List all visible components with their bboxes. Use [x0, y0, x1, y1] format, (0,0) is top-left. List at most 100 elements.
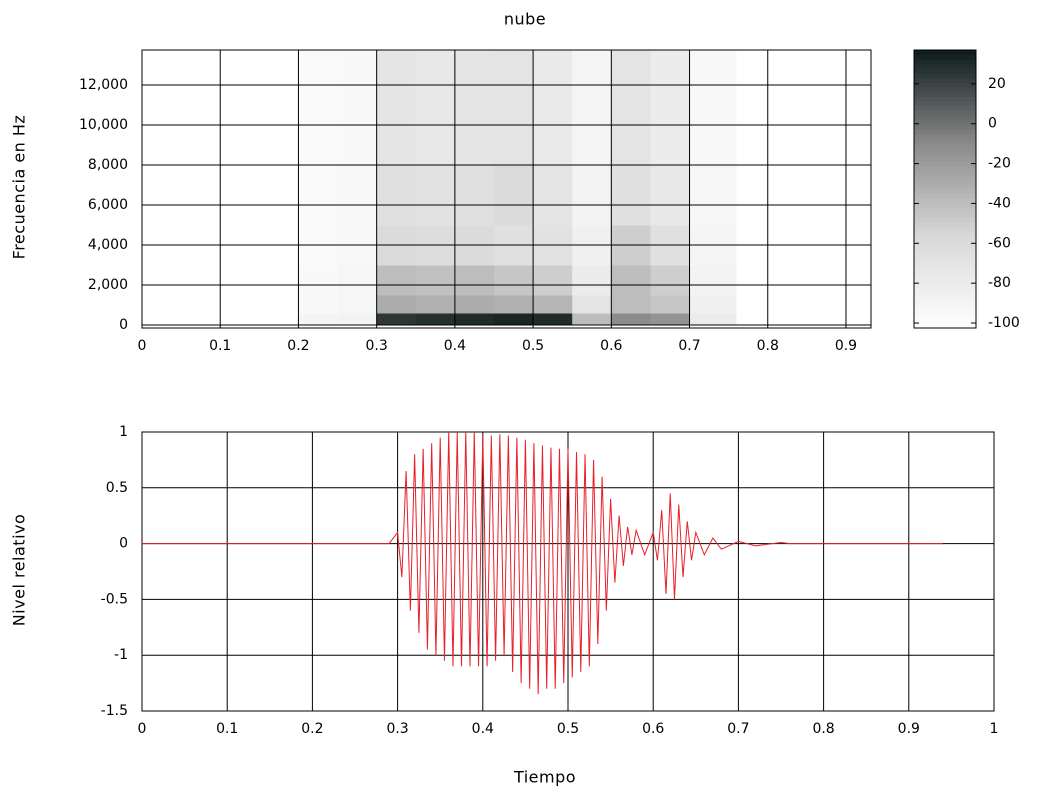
colorbar-step [914, 142, 976, 148]
x-tick-label: 0.2 [287, 338, 309, 354]
heatmap-cell [493, 50, 534, 166]
heatmap-cell [337, 295, 378, 314]
waveform-line [142, 431, 943, 695]
x-tick-label: 0.1 [216, 721, 238, 737]
heatmap-cell [650, 265, 691, 296]
colorbar-step [914, 68, 976, 74]
colorbar-step [914, 249, 976, 255]
heatmap-cell [454, 165, 495, 226]
y-tick-label: 0 [119, 536, 128, 552]
colorbar-step [914, 96, 976, 102]
x-tick-label: 0 [138, 338, 147, 354]
colorbar-step [914, 202, 976, 209]
heatmap-cell [572, 265, 612, 296]
heatmap-cell [298, 313, 339, 326]
heatmap-cell [493, 165, 534, 226]
heatmap-cell [454, 295, 495, 314]
heatmap-cell [142, 313, 221, 326]
y-tick-label: 0.5 [106, 480, 128, 496]
heatmap-cell [736, 265, 872, 296]
colorbar-tick-label: -20 [988, 156, 1011, 172]
heatmap-cell [689, 165, 737, 226]
y-axis-label: Nivel relativo [10, 514, 29, 627]
colorbar-step [914, 230, 976, 236]
heatmap-cell [376, 50, 417, 166]
colorbar-tick-label: -60 [988, 235, 1011, 251]
heatmap-cell [298, 265, 339, 296]
colorbar-step [914, 91, 976, 97]
colorbar-step [914, 114, 976, 120]
heatmap-cell [298, 295, 339, 314]
heatmap-cell [298, 165, 339, 226]
x-tick-label: 0.4 [472, 721, 494, 737]
plot-frame [141, 49, 872, 329]
colorbar-step [914, 165, 976, 171]
colorbar-step [914, 267, 976, 273]
heatmap-cell [611, 50, 651, 166]
colorbar-step [914, 161, 976, 167]
heatmap-cell [454, 313, 495, 326]
colorbar-step [914, 212, 976, 218]
heatmap-cell [650, 50, 691, 166]
colorbar-step [914, 82, 976, 88]
heatmap-cell [220, 50, 299, 166]
heatmap-cell [533, 295, 573, 314]
x-tick-label: 0.8 [812, 721, 834, 737]
heatmap-cell [142, 295, 221, 314]
y-tick-label: -1 [114, 647, 128, 663]
x-tick-label: 1 [990, 721, 999, 737]
colorbar-step [914, 193, 976, 199]
colorbar-step [914, 105, 976, 111]
heatmap-cell [415, 265, 456, 296]
heatmap-cell [736, 165, 872, 226]
colorbar-step [914, 198, 976, 204]
heatmap-cell [689, 50, 737, 166]
x-tick-label: 0.1 [209, 338, 231, 354]
colorbar-frame [913, 49, 977, 329]
heatmap-cell [493, 313, 534, 326]
heatmap-cell [220, 265, 299, 296]
colorbar-step [914, 73, 976, 79]
heatmap-cell [650, 295, 691, 314]
colorbar-step [914, 295, 976, 301]
colorbar-step [914, 151, 976, 158]
heatmap-cell [220, 165, 299, 226]
heatmap-cell [142, 265, 221, 296]
colorbar-step [914, 50, 976, 56]
heatmap-cell [572, 165, 612, 226]
colorbar-step [914, 175, 976, 181]
heatmap-cell [650, 165, 691, 226]
y-tick-label: -1.5 [101, 703, 128, 719]
colorbar-step [914, 189, 976, 195]
heatmap-cell [611, 295, 651, 314]
chart-title: nube [504, 10, 546, 29]
colorbar-step [914, 128, 976, 134]
x-tick-label: 0.2 [301, 721, 323, 737]
heatmap-cell [611, 313, 651, 326]
colorbar-step [914, 170, 976, 176]
colorbar-step [914, 244, 976, 250]
y-tick-label: -0.5 [101, 591, 128, 607]
colorbar-step [914, 277, 976, 283]
colorbar-step [914, 258, 976, 264]
x-tick-label: 0.5 [522, 338, 544, 354]
x-tick-label: 0.9 [835, 338, 857, 354]
colorbar-step [914, 138, 976, 144]
colorbar-step [914, 309, 976, 315]
colorbar-tick-label: -100 [988, 315, 1020, 331]
colorbar-tick-label: -80 [988, 275, 1011, 291]
colorbar-step [914, 63, 976, 70]
heatmap-cell [736, 295, 872, 314]
colorbar-step [914, 221, 976, 227]
heatmap-cell [611, 165, 651, 226]
heatmap-cell [611, 265, 651, 296]
colorbar-step [914, 304, 976, 310]
y-tick-label: 8,000 [88, 157, 128, 173]
heatmap-cell [142, 50, 221, 166]
heatmap-cell [533, 313, 573, 326]
colorbar-step [914, 290, 976, 297]
heatmap-cell [376, 265, 417, 296]
heatmap-cell [376, 313, 417, 326]
heatmap-cell [533, 265, 573, 296]
